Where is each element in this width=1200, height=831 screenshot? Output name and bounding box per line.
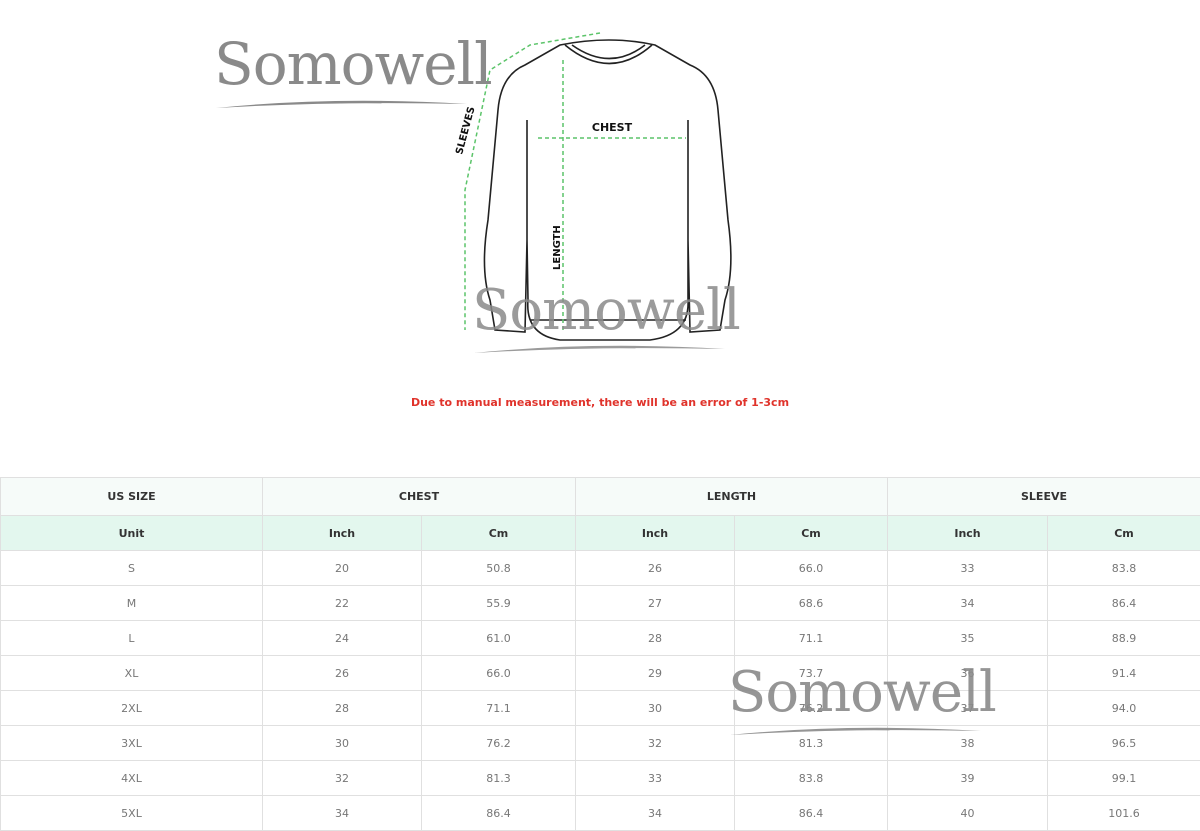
table-cell: 32 [576, 726, 735, 761]
watermark-logo: Somowell [214, 30, 492, 110]
table-cell: 5XL [1, 796, 263, 831]
table-cell: 35 [888, 621, 1048, 656]
table-cell: 34 [576, 796, 735, 831]
table-cell: 86.4 [422, 796, 576, 831]
unit-header: Inch [888, 516, 1048, 551]
table-cell: 27 [576, 586, 735, 621]
table-cell: 83.8 [1048, 551, 1200, 586]
chest-label: CHEST [592, 121, 633, 134]
watermark-text: Somowell [472, 278, 740, 343]
table-cell: 40 [888, 796, 1048, 831]
watermark-swoosh [214, 98, 469, 110]
unit-header: Cm [735, 516, 888, 551]
table-cell: L [1, 621, 263, 656]
watermark-text: Somowell [214, 30, 492, 98]
table-cell: S [1, 551, 263, 586]
table-cell: 61.0 [422, 621, 576, 656]
table-cell: 86.4 [1048, 586, 1200, 621]
table-cell: 26 [263, 656, 422, 691]
table-cell: 71.1 [735, 621, 888, 656]
header-length: LENGTH [576, 478, 888, 516]
table-cell: 96.5 [1048, 726, 1200, 761]
table-cell: 66.0 [735, 551, 888, 586]
table-cell: 32 [263, 761, 422, 796]
table-cell: M [1, 586, 263, 621]
watermark-logo: Somowell [472, 278, 740, 355]
table-cell: 22 [263, 586, 422, 621]
table-cell: 33 [576, 761, 735, 796]
watermark-logo: Somowell [728, 660, 996, 737]
watermark-swoosh [728, 725, 983, 737]
table-cell: 68.6 [735, 586, 888, 621]
table-cell: 39 [888, 761, 1048, 796]
table-cell: 94.0 [1048, 691, 1200, 726]
table-cell: 29 [576, 656, 735, 691]
table-cell: 91.4 [1048, 656, 1200, 691]
table-cell: 4XL [1, 761, 263, 796]
table-cell: 66.0 [422, 656, 576, 691]
table-cell: XL [1, 656, 263, 691]
table-cell: 88.9 [1048, 621, 1200, 656]
table-cell: 81.3 [422, 761, 576, 796]
table-cell: 34 [263, 796, 422, 831]
table-cell: 86.4 [735, 796, 888, 831]
table-cell: 28 [263, 691, 422, 726]
table-cell: 101.6 [1048, 796, 1200, 831]
header-us-size: US SIZE [1, 478, 263, 516]
group-header-row: US SIZE CHEST LENGTH SLEEVE [1, 478, 1200, 516]
table-cell: 55.9 [422, 586, 576, 621]
table-cell: 99.1 [1048, 761, 1200, 796]
table-cell: 30 [576, 691, 735, 726]
table-cell: 34 [888, 586, 1048, 621]
table-cell: 76.2 [422, 726, 576, 761]
watermark-text: Somowell [728, 660, 996, 725]
unit-header: Cm [1048, 516, 1200, 551]
table-cell: 50.8 [422, 551, 576, 586]
table-cell: 83.8 [735, 761, 888, 796]
header-chest: CHEST [263, 478, 576, 516]
table-cell: 71.1 [422, 691, 576, 726]
unit-header: Cm [422, 516, 576, 551]
table-cell: 2XL [1, 691, 263, 726]
unit-header: Inch [576, 516, 735, 551]
unit-header: Unit [1, 516, 263, 551]
header-sleeve: SLEEVE [888, 478, 1200, 516]
table-cell: 20 [263, 551, 422, 586]
table-cell: 26 [576, 551, 735, 586]
measurement-note: Due to manual measurement, there will be… [0, 396, 1200, 409]
unit-header: Inch [263, 516, 422, 551]
length-label: LENGTH [552, 225, 563, 270]
table-cell: 24 [263, 621, 422, 656]
table-cell: 3XL [1, 726, 263, 761]
table-cell: 33 [888, 551, 1048, 586]
table-cell: 28 [576, 621, 735, 656]
watermark-swoosh [472, 343, 727, 355]
table-cell: 30 [263, 726, 422, 761]
